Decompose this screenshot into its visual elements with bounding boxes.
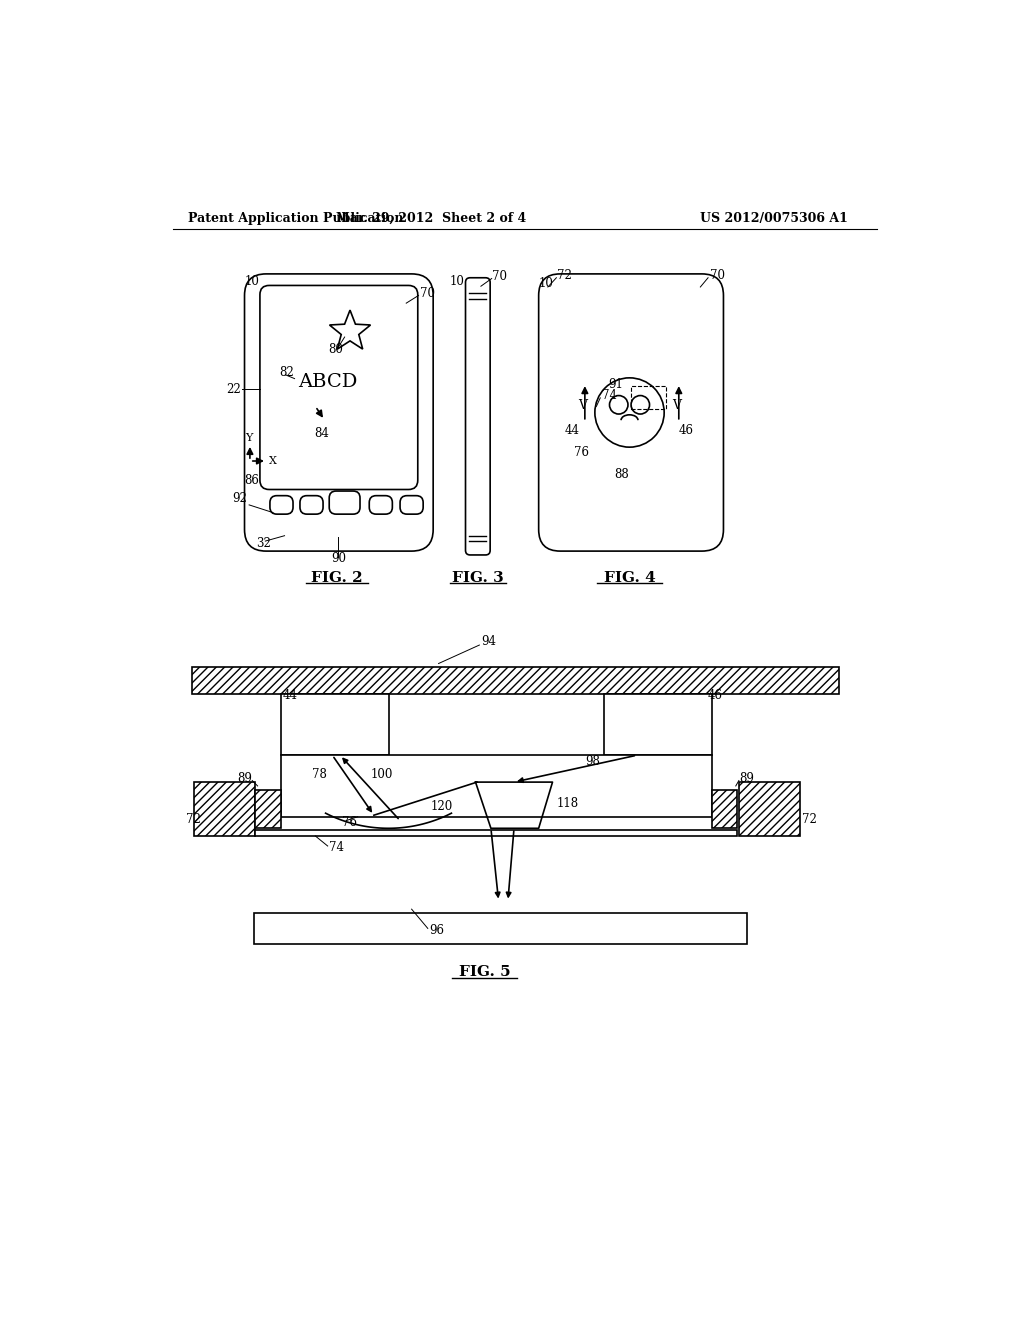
Text: 90: 90 (331, 552, 346, 565)
Text: 10: 10 (245, 275, 259, 288)
Bar (281, 755, 712, 817)
Text: 32: 32 (256, 537, 271, 550)
Text: 98: 98 (585, 755, 600, 768)
Text: 72: 72 (802, 813, 817, 825)
Text: Y: Y (245, 433, 252, 444)
Text: Mar. 29, 2012  Sheet 2 of 4: Mar. 29, 2012 Sheet 2 of 4 (336, 213, 526, 224)
Text: FIG. 3: FIG. 3 (452, 572, 504, 585)
Bar (193, 667, 839, 693)
Text: 89: 89 (238, 772, 252, 785)
Bar (604, 693, 712, 755)
Text: 44: 44 (565, 424, 580, 437)
Bar (712, 789, 737, 829)
Bar (739, 781, 801, 836)
Text: 46: 46 (708, 689, 723, 702)
Bar (254, 913, 746, 944)
Text: 22: 22 (226, 383, 241, 396)
Text: US 2012/0075306 A1: US 2012/0075306 A1 (700, 213, 848, 224)
FancyBboxPatch shape (330, 491, 360, 515)
Text: FIG. 4: FIG. 4 (603, 572, 655, 585)
Text: 92: 92 (232, 492, 248, 506)
Text: 70: 70 (420, 286, 435, 300)
Text: 96: 96 (429, 924, 444, 937)
Text: 74: 74 (602, 389, 616, 403)
Text: 100: 100 (371, 768, 393, 781)
Text: 84: 84 (314, 426, 329, 440)
Text: 74: 74 (330, 841, 344, 854)
Text: 88: 88 (614, 467, 629, 480)
Bar (255, 789, 281, 829)
Text: V: V (578, 399, 587, 412)
Text: 46: 46 (679, 424, 694, 437)
FancyBboxPatch shape (260, 285, 418, 490)
Text: 72: 72 (186, 813, 201, 825)
FancyBboxPatch shape (370, 496, 392, 515)
Text: 86: 86 (245, 474, 259, 487)
Text: FIG. 2: FIG. 2 (311, 572, 362, 585)
Text: 70: 70 (493, 269, 508, 282)
Text: 118: 118 (556, 797, 579, 810)
Bar (631, 385, 667, 409)
Text: FIG. 5: FIG. 5 (459, 965, 511, 979)
Bar (281, 693, 388, 755)
Text: 80: 80 (329, 343, 343, 356)
Text: 76: 76 (342, 816, 357, 829)
FancyBboxPatch shape (270, 496, 293, 515)
Text: 120: 120 (430, 800, 453, 813)
Text: Patent Application Publication: Patent Application Publication (188, 213, 403, 224)
Text: ABCD: ABCD (298, 372, 357, 391)
Text: 78: 78 (312, 768, 327, 781)
Text: X: X (269, 455, 278, 466)
Text: 10: 10 (451, 275, 465, 288)
Text: 94: 94 (481, 635, 496, 648)
Text: V: V (672, 399, 681, 412)
Bar (194, 781, 255, 836)
Text: 72: 72 (557, 269, 572, 282)
FancyBboxPatch shape (400, 496, 423, 515)
Text: 44: 44 (283, 689, 298, 702)
Text: 82: 82 (280, 366, 294, 379)
Text: 89: 89 (739, 772, 754, 785)
FancyBboxPatch shape (466, 277, 490, 554)
FancyBboxPatch shape (245, 275, 433, 552)
FancyBboxPatch shape (539, 275, 724, 552)
Text: 91: 91 (608, 379, 623, 391)
Bar (255, 830, 737, 836)
Text: 10: 10 (539, 277, 554, 289)
FancyBboxPatch shape (300, 496, 323, 515)
Text: 70: 70 (710, 269, 725, 282)
Text: 76: 76 (574, 446, 589, 459)
